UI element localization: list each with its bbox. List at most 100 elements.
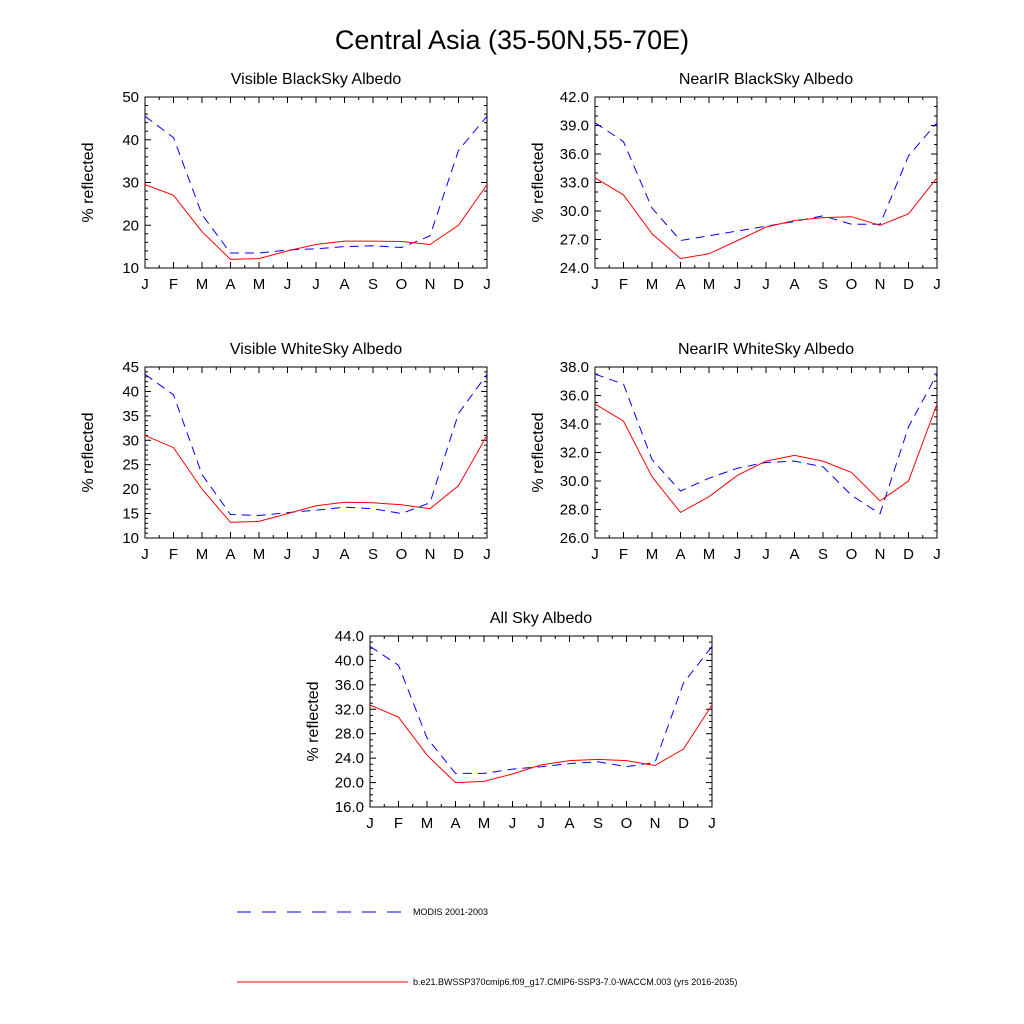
series-line-modis — [369, 645, 713, 774]
y-tick-label: 40 — [122, 132, 139, 149]
series-line-modis — [594, 122, 938, 242]
x-tick-label: A — [675, 276, 685, 293]
y-tick-label: 16.0 — [335, 799, 364, 816]
series-line-modis — [594, 373, 938, 515]
x-tick-label: J — [591, 276, 599, 293]
x-tick-label: A — [564, 815, 574, 832]
x-tick-label: M — [703, 546, 716, 563]
x-tick-label: J — [284, 546, 292, 563]
y-tick-label: 45 — [122, 359, 139, 376]
panel-title: NearIR BlackSky Albedo — [679, 71, 853, 88]
y-tick-label: 20.0 — [335, 775, 364, 792]
x-tick-label: M — [646, 276, 659, 293]
x-tick-label: J — [312, 546, 320, 563]
y-tick-label: 40.0 — [335, 652, 364, 669]
y-tick-label: 10 — [122, 530, 139, 547]
y-tick-label: 10 — [122, 260, 139, 277]
x-tick-label: A — [789, 546, 799, 563]
y-tick-label: 32.0 — [335, 701, 364, 718]
x-tick-label: D — [453, 276, 464, 293]
y-tick-label: 36.0 — [560, 146, 589, 163]
x-tick-label: M — [196, 546, 209, 563]
x-tick-label: N — [425, 276, 436, 293]
x-tick-label: N — [875, 276, 886, 293]
x-tick-label: D — [903, 546, 914, 563]
series-line-model — [144, 434, 488, 523]
panel-title: All Sky Albedo — [490, 610, 592, 627]
series-line-model — [594, 177, 938, 260]
x-tick-label: M — [421, 815, 434, 832]
x-tick-label: J — [762, 546, 770, 563]
x-tick-label: M — [253, 276, 266, 293]
legend-label-model: b.e21.BWSSP370cmip6.f09_g17.CMIP6-SSP3-7… — [413, 977, 737, 987]
y-tick-label: 24.0 — [560, 260, 589, 277]
x-tick-label: J — [312, 276, 320, 293]
y-tick-label: 35 — [122, 408, 139, 425]
y-tick-label: 42.0 — [560, 89, 589, 106]
x-tick-label: M — [196, 276, 209, 293]
x-tick-label: F — [394, 815, 403, 832]
x-tick-label: A — [225, 546, 235, 563]
x-tick-label: N — [875, 546, 886, 563]
panel-5: J F M A M J J A S O N D J16.020.024.028.032.036.040.… — [305, 610, 716, 832]
x-tick-label: J — [933, 546, 941, 563]
x-tick-label: F — [619, 276, 628, 293]
x-tick-label: S — [818, 276, 828, 293]
x-tick-label: O — [396, 546, 408, 563]
y-tick-label: 39.0 — [560, 118, 589, 135]
x-tick-label: J — [366, 815, 374, 832]
y-axis-label: % reflected — [530, 412, 547, 492]
x-tick-label: N — [425, 546, 436, 563]
x-tick-label: S — [368, 276, 378, 293]
x-tick-label: S — [368, 546, 378, 563]
x-tick-label: J — [933, 276, 941, 293]
x-tick-label: J — [141, 546, 149, 563]
y-tick-label: 34.0 — [560, 416, 589, 433]
x-tick-label: D — [903, 276, 914, 293]
y-tick-label: 30 — [122, 432, 139, 449]
x-tick-label: O — [846, 546, 858, 563]
x-tick-label: O — [846, 276, 858, 293]
x-tick-label: M — [478, 815, 491, 832]
y-tick-label: 30 — [122, 175, 139, 192]
series-line-model — [144, 184, 488, 260]
y-tick-label: 40 — [122, 383, 139, 400]
panel-title: Visible BlackSky Albedo — [231, 71, 402, 88]
x-tick-label: J — [284, 276, 292, 293]
y-axis-label: % reflected — [80, 412, 97, 492]
x-tick-label: A — [225, 276, 235, 293]
x-tick-label: J — [734, 276, 742, 293]
y-tick-label: 33.0 — [560, 175, 589, 192]
x-tick-label: J — [483, 276, 491, 293]
plot-frame — [594, 96, 938, 269]
plot-frame — [594, 366, 938, 539]
y-tick-label: 28.0 — [560, 502, 589, 519]
x-tick-label: D — [678, 815, 689, 832]
x-tick-label: J — [708, 815, 716, 832]
y-tick-label: 38.0 — [560, 359, 589, 376]
x-tick-label: J — [483, 546, 491, 563]
y-tick-label: 36.0 — [335, 677, 364, 694]
panel-title: Visible WhiteSky Albedo — [230, 341, 402, 358]
y-tick-label: 27.0 — [560, 232, 589, 249]
y-tick-label: 26.0 — [560, 530, 589, 547]
y-tick-label: 50 — [122, 89, 139, 106]
y-tick-label: 44.0 — [335, 628, 364, 645]
series-line-modis — [144, 115, 488, 254]
x-tick-label: A — [675, 546, 685, 563]
y-tick-label: 24.0 — [335, 750, 364, 767]
x-tick-label: J — [537, 815, 545, 832]
x-tick-label: O — [396, 276, 408, 293]
plot-frame — [369, 635, 713, 808]
x-tick-label: N — [650, 815, 661, 832]
series-line-modis — [144, 373, 488, 517]
x-tick-label: O — [621, 815, 633, 832]
x-tick-label: J — [509, 815, 517, 832]
panel-2: J F M A M J J A S O N D J24.027.030.033.036.039.042.… — [530, 71, 941, 293]
series-line-model — [369, 704, 713, 784]
plot-frame — [144, 366, 488, 539]
series-line-model — [594, 403, 938, 514]
x-tick-label: M — [646, 546, 659, 563]
